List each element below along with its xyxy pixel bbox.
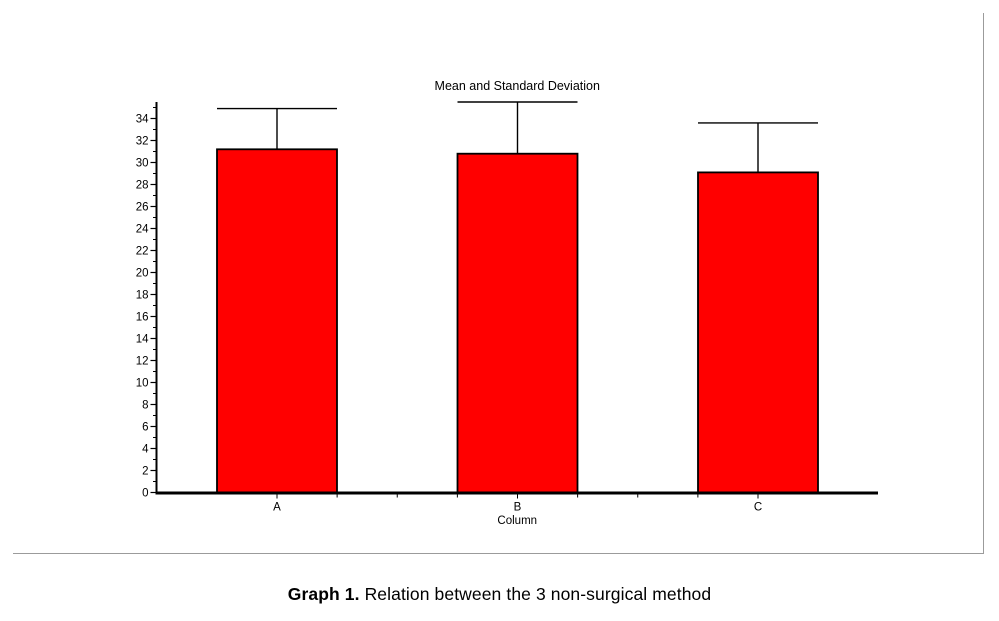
caption-label: Graph 1. <box>287 584 360 604</box>
bar-C <box>697 171 819 494</box>
y-tick-label: 28 <box>136 180 149 192</box>
y-tick-label: 8 <box>142 400 148 412</box>
figure-caption: Graph 1. Relation between the 3 non-surg… <box>0 584 999 605</box>
y-tick-label: 4 <box>142 444 149 456</box>
y-tick-label: 24 <box>136 224 149 236</box>
x-category-label: C <box>754 502 762 514</box>
bar-chart: Mean and Standard Deviation0246810121416… <box>136 79 878 527</box>
y-tick-label: 30 <box>136 158 149 170</box>
y-tick-label: 12 <box>136 356 149 368</box>
y-tick-label: 2 <box>142 466 148 478</box>
y-tick-label: 10 <box>136 378 149 390</box>
chart-title: Mean and Standard Deviation <box>435 79 600 93</box>
y-tick-label: 22 <box>136 246 149 258</box>
y-tick-label: 18 <box>136 290 149 302</box>
x-axis-title: Column <box>497 515 537 527</box>
y-tick-label: 16 <box>136 312 149 324</box>
x-category-label: B <box>514 502 522 514</box>
y-tick-label: 0 <box>142 488 148 500</box>
y-tick-label: 6 <box>142 422 148 434</box>
y-tick-label: 26 <box>136 202 149 214</box>
x-category-label: A <box>273 502 281 514</box>
bar-B <box>456 152 579 494</box>
y-tick-label: 32 <box>136 136 149 148</box>
caption-text: Relation between the 3 non-surgical meth… <box>364 584 712 604</box>
y-tick-label: 34 <box>136 114 149 126</box>
y-tick-label: 14 <box>136 334 149 346</box>
y-tick-label: 20 <box>136 268 149 280</box>
bar-A <box>216 148 338 494</box>
